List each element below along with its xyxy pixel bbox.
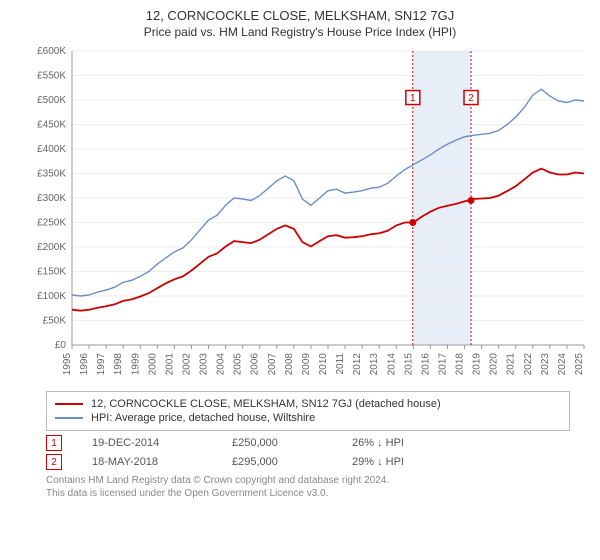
transaction-marker: 1 [46, 435, 62, 451]
svg-text:2013: 2013 [369, 353, 380, 376]
svg-text:£600K: £600K [37, 46, 66, 57]
footer-attribution: Contains HM Land Registry data © Crown c… [46, 474, 570, 500]
svg-text:2022: 2022 [523, 353, 534, 376]
svg-text:£350K: £350K [37, 169, 66, 180]
svg-text:2007: 2007 [267, 353, 278, 376]
svg-text:2020: 2020 [489, 353, 500, 376]
svg-text:£100K: £100K [37, 291, 66, 302]
legend-swatch [55, 417, 83, 419]
transaction-row: 1 19-DEC-2014 £250,000 26% ↓ HPI [46, 435, 570, 451]
page-title: 12, CORNCOCKLE CLOSE, MELKSHAM, SN12 7GJ [10, 8, 590, 23]
legend: 12, CORNCOCKLE CLOSE, MELKSHAM, SN12 7GJ… [46, 391, 570, 431]
svg-text:£200K: £200K [37, 242, 66, 253]
transaction-price: £250,000 [232, 437, 322, 449]
svg-text:2005: 2005 [233, 353, 244, 376]
svg-text:2024: 2024 [557, 353, 568, 376]
page-subtitle: Price paid vs. HM Land Registry's House … [10, 25, 590, 39]
svg-text:2002: 2002 [181, 353, 192, 376]
svg-text:2025: 2025 [574, 353, 585, 376]
transaction-price: £295,000 [232, 456, 322, 468]
svg-text:2004: 2004 [216, 353, 227, 376]
transaction-marker: 2 [46, 454, 62, 470]
transaction-table: 1 19-DEC-2014 £250,000 26% ↓ HPI 2 18-MAY-201… [46, 435, 570, 470]
svg-text:2006: 2006 [250, 353, 261, 376]
svg-text:2001: 2001 [164, 353, 175, 376]
svg-text:2019: 2019 [472, 353, 483, 376]
legend-row: 12, CORNCOCKLE CLOSE, MELKSHAM, SN12 7GJ… [55, 398, 561, 410]
svg-text:£250K: £250K [37, 218, 66, 229]
price-chart: £0 £50K £100K £150K £200K £250K £300K £350K £400… [28, 45, 588, 385]
svg-text:1995: 1995 [62, 353, 73, 376]
chart-svg: £0 £50K £100K £150K £200K £250K £300K £350K £400… [28, 45, 588, 385]
svg-text:2016: 2016 [420, 353, 431, 376]
svg-text:2018: 2018 [455, 353, 466, 376]
svg-text:2003: 2003 [199, 353, 210, 376]
legend-row: HPI: Average price, detached house, Wilt… [55, 412, 561, 424]
svg-text:1997: 1997 [96, 353, 107, 376]
svg-text:£400K: £400K [37, 144, 66, 155]
svg-text:2000: 2000 [147, 353, 158, 376]
svg-text:2008: 2008 [284, 353, 295, 376]
svg-text:2017: 2017 [437, 353, 448, 376]
legend-swatch [55, 403, 83, 405]
footer-line-2: This data is licensed under the Open Gov… [46, 487, 570, 500]
svg-text:2009: 2009 [301, 353, 312, 376]
legend-label: HPI: Average price, detached house, Wilt… [91, 412, 315, 424]
svg-text:1999: 1999 [130, 353, 141, 376]
svg-text:£0: £0 [55, 340, 67, 351]
transaction-diff: 26% ↓ HPI [352, 437, 442, 449]
svg-text:£50K: £50K [43, 316, 67, 327]
svg-text:2: 2 [468, 93, 474, 104]
svg-text:2023: 2023 [540, 353, 551, 376]
svg-text:2021: 2021 [506, 353, 517, 376]
transaction-date: 18-MAY-2018 [92, 456, 202, 468]
svg-text:2015: 2015 [403, 353, 414, 376]
svg-text:2012: 2012 [352, 353, 363, 376]
svg-text:1998: 1998 [113, 353, 124, 376]
transaction-date: 19-DEC-2014 [92, 437, 202, 449]
svg-text:£150K: £150K [37, 267, 66, 278]
svg-text:2011: 2011 [335, 353, 346, 375]
svg-text:£500K: £500K [37, 95, 66, 106]
svg-text:2014: 2014 [386, 353, 397, 376]
svg-text:2010: 2010 [318, 353, 329, 376]
transaction-row: 2 18-MAY-2018 £295,000 29% ↓ HPI [46, 454, 570, 470]
svg-text:1: 1 [410, 93, 416, 104]
svg-text:£300K: £300K [37, 193, 66, 204]
legend-label: 12, CORNCOCKLE CLOSE, MELKSHAM, SN12 7GJ… [91, 398, 441, 410]
svg-text:1996: 1996 [79, 353, 90, 376]
svg-text:£550K: £550K [37, 71, 66, 82]
svg-text:£450K: £450K [37, 120, 66, 131]
transaction-diff: 29% ↓ HPI [352, 456, 442, 468]
footer-line-1: Contains HM Land Registry data © Crown c… [46, 474, 570, 487]
